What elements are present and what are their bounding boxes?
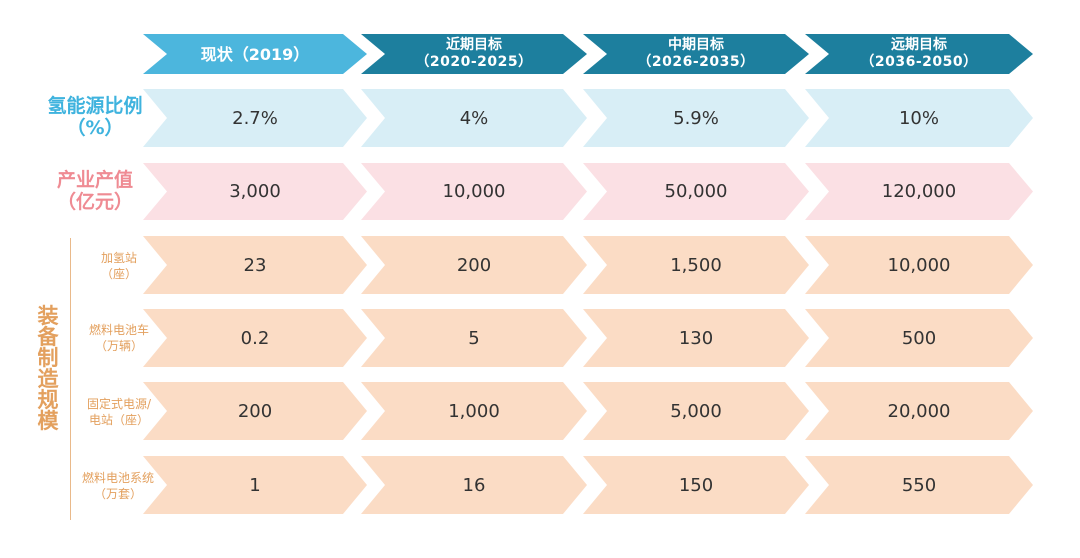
cell-ratio-3: 5.9% bbox=[583, 89, 809, 147]
cell-vehicles-4: 500 bbox=[805, 309, 1033, 367]
cell-output-3: 50,000 bbox=[583, 163, 809, 220]
cell-fixed-power-1-value: 200 bbox=[237, 400, 273, 422]
cell-vehicles-3: 130 bbox=[583, 309, 809, 367]
cell-vehicles-2-value: 5 bbox=[468, 327, 480, 349]
header-mid-term-period: （2026-2035） bbox=[637, 54, 755, 70]
cell-systems-1-value: 1 bbox=[249, 474, 261, 496]
header-mid-term: 中期目标 （2026-2035） bbox=[583, 34, 809, 74]
row-label-ratio-line1: 氢能源比例 bbox=[47, 95, 143, 117]
cell-fixed-power-4: 20,000 bbox=[805, 382, 1033, 440]
row-label-vehicles-line2: （万辆） bbox=[94, 339, 143, 353]
cell-systems-4: 550 bbox=[805, 456, 1033, 514]
row-label-fixed-power: 固定式电源/ 电站（座） bbox=[76, 384, 162, 440]
header-near-term: 近期目标 （2020-2025） bbox=[361, 34, 587, 74]
cell-systems-3: 150 bbox=[583, 456, 809, 514]
cell-ratio-4: 10% bbox=[805, 89, 1033, 147]
header-near-term-title: 近期目标 bbox=[446, 37, 502, 53]
header-long-term-title: 远期目标 bbox=[891, 37, 947, 53]
header-near-term-period: （2020-2025） bbox=[415, 54, 533, 70]
cell-vehicles-2: 5 bbox=[361, 309, 587, 367]
cell-stations-3: 1,500 bbox=[583, 236, 809, 294]
cell-output-4: 120,000 bbox=[805, 163, 1033, 220]
header-long-term: 远期目标 （2036-2050） bbox=[805, 34, 1033, 74]
cell-systems-4-value: 550 bbox=[901, 474, 937, 496]
cell-stations-1-value: 23 bbox=[243, 254, 267, 276]
cell-vehicles-3-value: 130 bbox=[678, 327, 714, 349]
cell-ratio-1: 2.7% bbox=[143, 89, 367, 147]
cell-stations-3-value: 1,500 bbox=[670, 254, 722, 276]
equipment-group-divider bbox=[70, 238, 71, 520]
cell-fixed-power-3: 5,000 bbox=[583, 382, 809, 440]
cell-stations-2: 200 bbox=[361, 236, 587, 294]
cell-ratio-4-value: 10% bbox=[898, 107, 939, 129]
row-label-stations-line1: 加氢站 bbox=[100, 251, 137, 265]
cell-systems-2-value: 16 bbox=[462, 474, 486, 496]
cell-output-3-value: 50,000 bbox=[664, 181, 728, 202]
row-label-vehicles-line1: 燃料电池车 bbox=[88, 323, 149, 337]
cell-systems-2: 16 bbox=[361, 456, 587, 514]
cell-fixed-power-4-value: 20,000 bbox=[887, 400, 951, 422]
cell-systems-1: 1 bbox=[143, 456, 367, 514]
cell-output-2: 10,000 bbox=[361, 163, 587, 220]
cell-stations-4-value: 10,000 bbox=[887, 254, 951, 276]
header-current: 现状（2019） bbox=[143, 34, 367, 74]
row-label-ratio: 氢能源比例 （%） bbox=[32, 90, 158, 144]
cell-vehicles-1-value: 0.2 bbox=[240, 327, 270, 349]
cell-systems-3-value: 150 bbox=[678, 474, 714, 496]
cell-output-1: 3,000 bbox=[143, 163, 367, 220]
cell-output-4-value: 120,000 bbox=[881, 181, 957, 202]
header-long-term-period: （2036-2050） bbox=[860, 54, 978, 70]
row-label-stations-line2: （座） bbox=[100, 267, 137, 281]
cell-vehicles-4-value: 500 bbox=[901, 327, 937, 349]
cell-ratio-2: 4% bbox=[361, 89, 587, 147]
cell-stations-1: 23 bbox=[143, 236, 367, 294]
cell-vehicles-1: 0.2 bbox=[143, 309, 367, 367]
row-label-systems: 燃料电池系统 （万套） bbox=[72, 458, 164, 514]
row-label-fixed-power-line1: 固定式电源/ bbox=[86, 397, 152, 411]
header-current-title: 现状（2019） bbox=[200, 44, 310, 64]
cell-ratio-1-value: 2.7% bbox=[232, 107, 278, 129]
cell-fixed-power-1: 200 bbox=[143, 382, 367, 440]
row-label-ratio-line2: （%） bbox=[66, 117, 124, 139]
row-label-output: 产业产值 （亿元） bbox=[34, 164, 156, 218]
cell-fixed-power-2-value: 1,000 bbox=[448, 400, 500, 422]
cell-fixed-power-2: 1,000 bbox=[361, 382, 587, 440]
equipment-group-label: 装备制造规模 bbox=[37, 304, 59, 433]
row-label-output-line2: （亿元） bbox=[56, 191, 133, 213]
row-label-stations: 加氢站 （座） bbox=[76, 238, 162, 294]
row-label-systems-line2: （万套） bbox=[93, 487, 142, 501]
cell-ratio-2-value: 4% bbox=[459, 107, 489, 129]
row-label-fixed-power-line2: 电站（座） bbox=[88, 413, 149, 427]
header-mid-term-title: 中期目标 bbox=[668, 37, 724, 53]
row-label-vehicles: 燃料电池车 （万辆） bbox=[76, 310, 162, 366]
cell-stations-2-value: 200 bbox=[456, 254, 492, 276]
cell-stations-4: 10,000 bbox=[805, 236, 1033, 294]
cell-ratio-3-value: 5.9% bbox=[673, 107, 719, 129]
cell-fixed-power-3-value: 5,000 bbox=[670, 400, 722, 422]
cell-output-2-value: 10,000 bbox=[442, 181, 506, 202]
cell-output-1-value: 3,000 bbox=[229, 181, 281, 202]
row-label-output-line1: 产业产值 bbox=[56, 169, 133, 191]
row-label-systems-line1: 燃料电池系统 bbox=[81, 471, 154, 485]
